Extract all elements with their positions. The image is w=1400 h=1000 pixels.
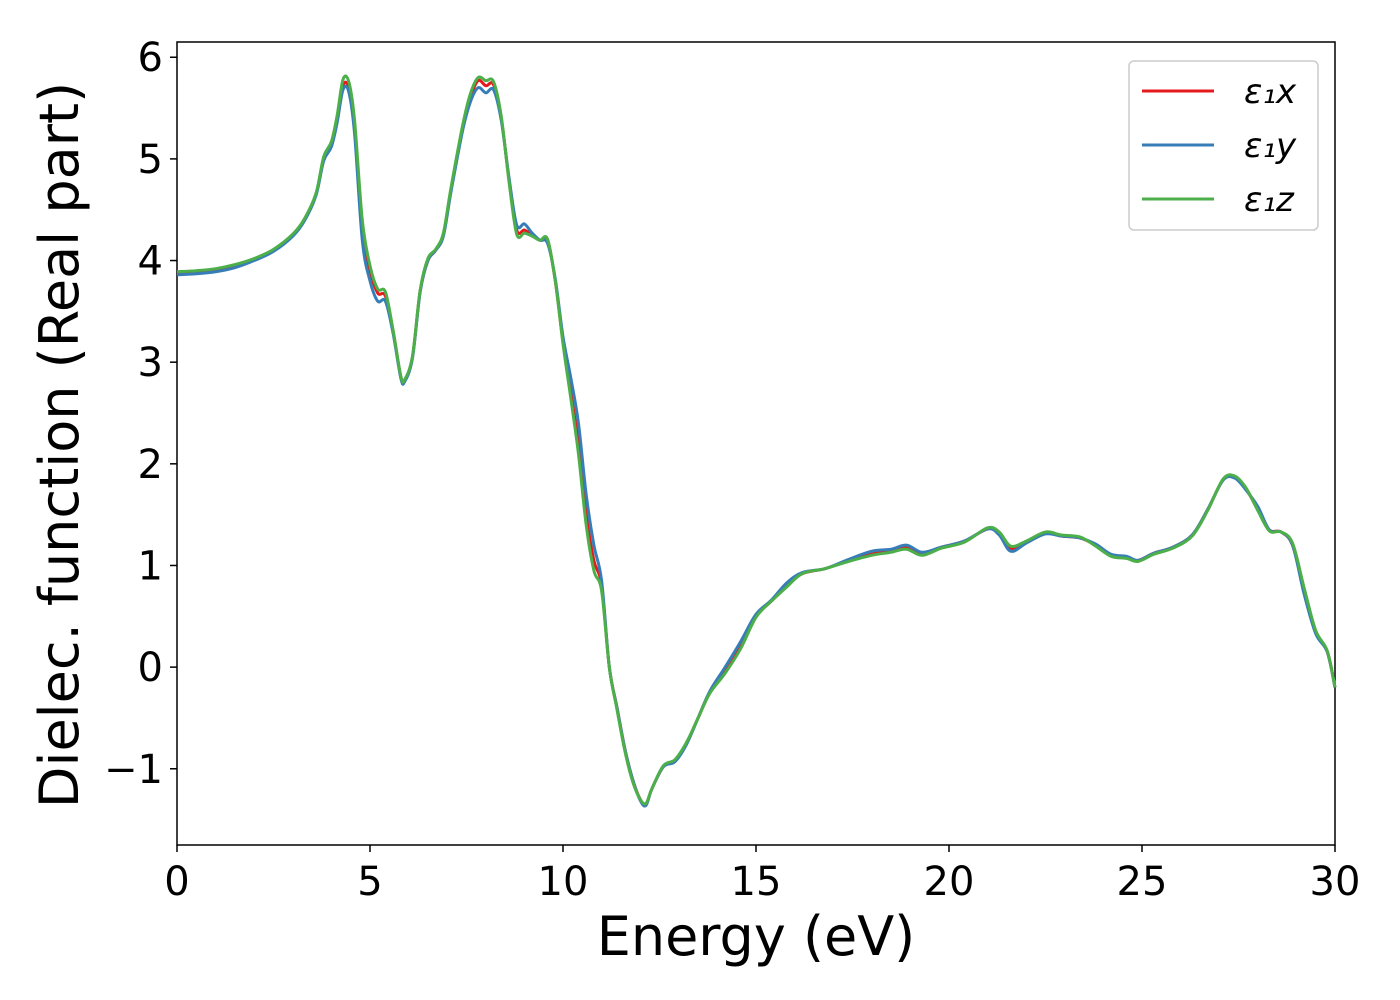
legend-label: ε₁z: [1244, 180, 1295, 220]
y-tick-label: −1: [104, 747, 163, 793]
legend: ε₁x ε₁y ε₁z: [1128, 60, 1319, 231]
x-tick-label: 5: [357, 859, 382, 905]
y-axis-ticks: −1 0 1 2 3 4 5 6: [104, 35, 177, 793]
y-tick-label: 5: [138, 137, 163, 183]
x-tick-label: 30: [1310, 859, 1361, 905]
x-tick-label: 25: [1117, 859, 1168, 905]
y-axis-label: Dielec. function (Real part): [28, 82, 91, 808]
legend-box: [1128, 60, 1319, 231]
series-lines: [176, 74, 1337, 808]
series-line-epsilon1-z: [176, 74, 1337, 806]
x-tick-label: 0: [164, 859, 189, 905]
legend-label: ε₁y: [1244, 126, 1297, 166]
y-tick-label: 2: [138, 442, 163, 488]
legend-label: ε₁x: [1244, 72, 1297, 112]
x-axis-ticks: 0 5 10 15 20 25 30: [164, 845, 1360, 905]
y-tick-label: 3: [138, 340, 163, 386]
x-axis-label: Energy (eV): [597, 905, 916, 968]
y-tick-label: 4: [138, 239, 163, 285]
y-tick-label: 0: [138, 645, 163, 691]
x-tick-label: 15: [731, 859, 782, 905]
x-tick-label: 10: [538, 859, 589, 905]
y-tick-label: 1: [138, 543, 163, 589]
y-tick-label: 6: [138, 35, 163, 81]
x-tick-label: 20: [924, 859, 975, 905]
